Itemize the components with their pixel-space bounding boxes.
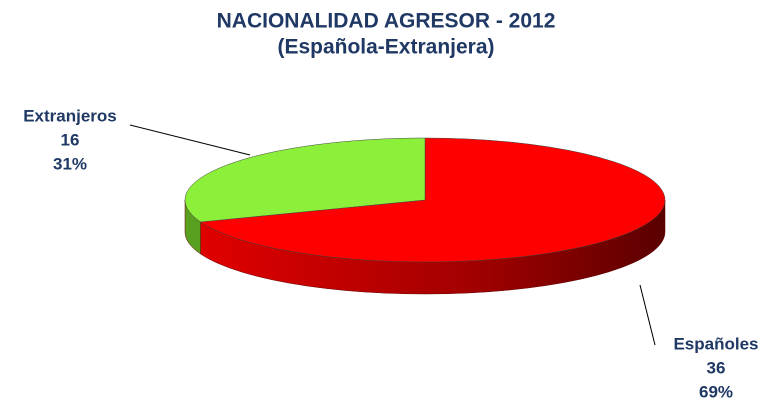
- leader-line: [639, 284, 656, 346]
- chart-subtitle: (Española-Extranjera): [277, 36, 494, 59]
- pie: [184, 137, 666, 295]
- slice-label: Españoles: [673, 334, 758, 353]
- slice-percent: 69%: [699, 382, 733, 401]
- slice-label: Extranjeros: [23, 106, 117, 125]
- slice-value: 16: [61, 130, 80, 149]
- slice-percent: 31%: [53, 154, 87, 173]
- slice: [199, 137, 666, 263]
- slice: [184, 137, 426, 223]
- leader-line: [129, 124, 251, 156]
- chart-title: NACIONALIDAD AGRESOR - 2012: [217, 10, 556, 33]
- slice-value: 36: [707, 358, 726, 377]
